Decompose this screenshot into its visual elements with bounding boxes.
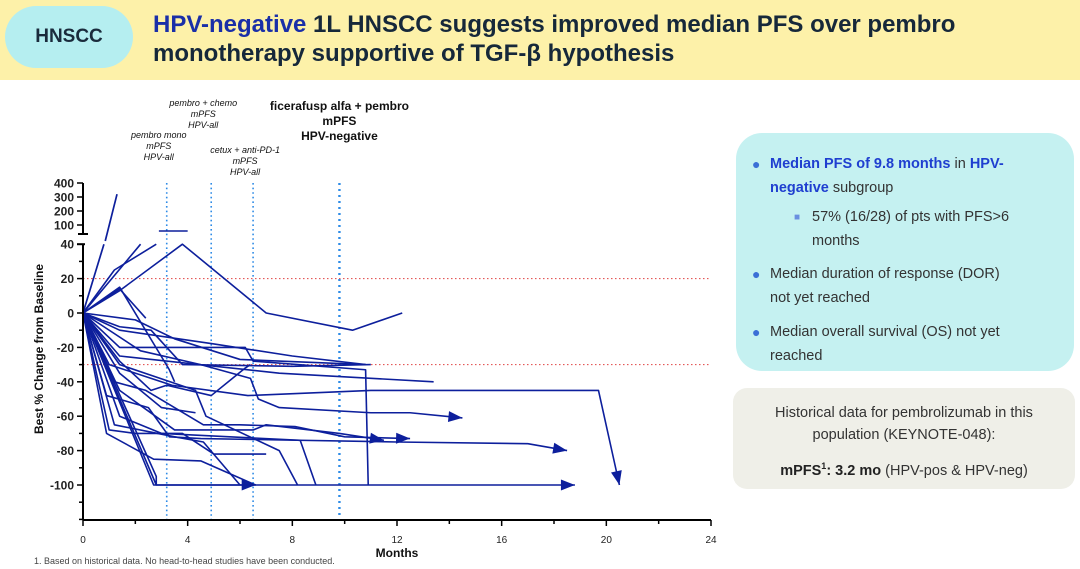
header-banner: HNSCC HPV-negative 1L HNSCC suggests imp… [0, 0, 1080, 80]
reference-line-label: HPV-all [144, 152, 175, 162]
median-pfs-highlight: Median PFS of 9.8 months [770, 156, 951, 172]
x-axis-label: Months [376, 546, 419, 560]
patient-line [82, 243, 142, 314]
y-tick-label: 0 [67, 307, 74, 321]
historical-data-box: Historical data for pembrolizumab in thi… [733, 388, 1075, 489]
patient-line [82, 312, 267, 455]
y-tick-label: -60 [57, 410, 75, 424]
ongoing-arrow-icon [447, 411, 463, 423]
reference-line-label: mPFS [191, 109, 216, 119]
bullet-dot-icon: ● [752, 266, 761, 282]
patient-line [82, 243, 105, 314]
bullet1-rest: subgroup [828, 180, 894, 196]
y-tick-label-upper: 200 [54, 205, 74, 219]
bullet3-line2: reached [770, 348, 823, 364]
historical-line2: population (KEYNOTE-048): [812, 427, 996, 443]
x-tick-label: 20 [601, 535, 613, 546]
key-findings-box: ● Median PFS of 9.8 months in HPV- negat… [736, 133, 1074, 371]
reference-line-label: ficerafusp alfa + pembro [270, 99, 409, 113]
mpfs-value: : 3.2 mo [826, 462, 882, 479]
patient-line [82, 312, 568, 452]
patient-line [82, 312, 370, 486]
y-tick-label: 40 [61, 238, 75, 252]
title-line1-rest: 1L HNSCC suggests improved median PFS ov… [306, 11, 956, 38]
bullet-median-pfs: ● Median PFS of 9.8 months in HPV- negat… [752, 152, 1060, 200]
patient-line [82, 243, 403, 332]
patient-line [82, 312, 411, 440]
patient-line [82, 312, 385, 442]
reference-line-label: pembro mono [130, 130, 187, 140]
y-tick-label-upper: 300 [54, 191, 74, 205]
footnote: 1. Based on historical data. No head-to-… [34, 556, 335, 566]
bullet-dor: ● Median duration of response (DOR) not … [752, 262, 1060, 310]
title-highlight: HPV-negative [153, 11, 307, 38]
patient-line [82, 312, 317, 486]
title-line2: monotherapy supportive of TGF-β hypothes… [153, 40, 675, 67]
reference-line-label: pembro + chemo [168, 98, 237, 108]
y-tick-label-upper: 100 [54, 219, 74, 233]
indication-badge: HNSCC [5, 6, 133, 68]
patient-line [82, 312, 371, 368]
ongoing-arrow-icon [560, 479, 575, 491]
reference-line-label: HPV-all [188, 120, 219, 130]
hpv-highlight: HPV- [969, 156, 1004, 172]
patient-line [82, 312, 257, 486]
reference-line-label: HPV-all [230, 167, 261, 177]
sub-bullet-line1: 57% (16/28) of pts with PFS>6 [812, 209, 1010, 225]
y-tick-label: -20 [57, 341, 75, 355]
y-tick-label: 20 [61, 272, 75, 286]
mpfs-label: mPFS [780, 462, 822, 479]
bullet-dot-icon: ● [752, 324, 761, 340]
reference-line-label: cetux + anti-PD-1 [210, 145, 280, 155]
square-bullet-icon: ■ [794, 212, 801, 223]
x-tick-label: 0 [80, 535, 86, 546]
patient-line [82, 312, 241, 486]
y-tick-label-upper: 400 [54, 177, 74, 191]
y-tick-label: -80 [57, 444, 75, 458]
patient-line [82, 312, 299, 486]
x-tick-label: 16 [496, 535, 508, 546]
bullet2-line1: Median duration of response (DOR) [770, 266, 1000, 282]
reference-line-label: mPFS [146, 141, 171, 151]
x-tick-label: 8 [290, 535, 296, 546]
x-tick-label: 12 [391, 535, 403, 546]
ongoing-arrow-icon [552, 442, 568, 454]
x-tick-label: 4 [185, 535, 191, 546]
patient-line [82, 286, 176, 383]
bullet3-line1: Median overall survival (OS) not yet [770, 324, 1000, 340]
patient-line [82, 312, 158, 485]
sub-bullet-pfs-6mo: ■ 57% (16/28) of pts with PFS>6 months [794, 205, 1062, 253]
bullet-dot-icon: ● [752, 156, 761, 172]
patient-line [82, 312, 251, 397]
patient-line [82, 243, 157, 314]
mpfs-footnote-ref: 1 [821, 461, 827, 471]
reference-line-label: mPFS [322, 114, 356, 128]
patient-line [82, 312, 575, 486]
reference-line-label: mPFS [233, 156, 258, 166]
y-axis-label: Best % Change from Baseline [32, 264, 46, 434]
historical-mpfs: mPFS1: 3.2 mo (HPV-pos & HPV-neg) [733, 455, 1075, 482]
x-tick-label: 24 [705, 535, 717, 546]
reference-line-label: HPV-negative [301, 129, 378, 143]
patient-line [82, 312, 621, 486]
bullet-os: ● Median overall survival (OS) not yet r… [752, 320, 1065, 368]
indication-badge-label: HNSCC [35, 26, 103, 47]
bullet1-mid: in [950, 156, 970, 172]
patient-line [82, 312, 463, 419]
historical-line1: Historical data for pembrolizumab in thi… [775, 405, 1033, 421]
y-tick-label: -100 [50, 479, 74, 493]
patient-line [82, 312, 366, 366]
bullet2-line2: not yet reached [770, 290, 870, 306]
mpfs-note: (HPV-pos & HPV-neg) [881, 462, 1028, 479]
ongoing-arrow-icon [395, 432, 411, 444]
patient-line [104, 193, 118, 242]
ongoing-arrow-icon [611, 470, 622, 485]
negative-highlight: negative [770, 180, 829, 196]
y-tick-label: -40 [57, 375, 75, 389]
slide-title: HPV-negative 1L HNSCC suggests improved … [153, 10, 1073, 68]
sub-bullet-line2: months [812, 233, 860, 249]
